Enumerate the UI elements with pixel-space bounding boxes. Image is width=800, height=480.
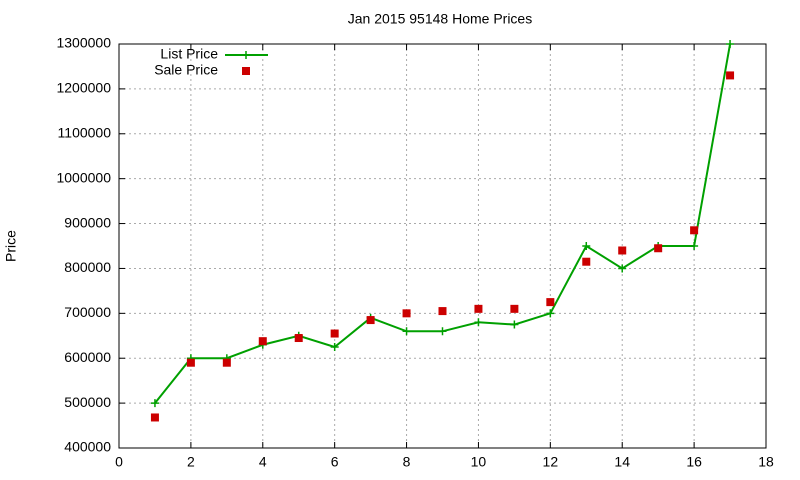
point-marker (690, 226, 699, 235)
point-marker (366, 316, 375, 325)
point-marker (582, 257, 591, 266)
point-marker (402, 309, 411, 318)
legend-label: List Price (160, 46, 218, 62)
y-tick-label: 1000000 (56, 169, 111, 185)
y-tick-label: 500000 (64, 394, 111, 410)
point-marker (330, 329, 339, 338)
point-marker (618, 246, 627, 255)
point-marker (510, 304, 519, 313)
point-marker (186, 358, 195, 367)
point-marker (150, 413, 159, 422)
point-marker (690, 242, 699, 250)
y-tick-label: 1200000 (56, 80, 111, 96)
point-marker (402, 327, 411, 336)
point-marker (546, 309, 555, 318)
point-marker (582, 242, 591, 250)
plot-border (118, 43, 767, 449)
x-tick-label: 6 (331, 454, 339, 470)
y-tick-label: 1100000 (58, 124, 112, 140)
x-tick-label: 10 (471, 454, 487, 470)
y-tick-label: 400000 (64, 439, 111, 455)
legend-swatch (242, 67, 250, 75)
legend-swatch (242, 51, 250, 59)
x-tick-label: 8 (403, 454, 411, 470)
x-tick-label: 18 (758, 454, 774, 470)
x-tick-label: 12 (543, 454, 559, 470)
y-axis-label: Price (3, 230, 19, 262)
point-marker (150, 399, 159, 408)
point-marker (438, 307, 447, 316)
y-tick-label: 700000 (64, 304, 111, 320)
point-marker (438, 327, 447, 336)
point-marker (726, 71, 735, 80)
x-tick-label: 16 (686, 454, 702, 470)
point-marker (294, 334, 303, 343)
point-marker (222, 358, 231, 367)
point-marker (474, 304, 483, 313)
point-marker (258, 337, 267, 346)
x-tick-label: 14 (614, 454, 630, 470)
y-tick-label: 600000 (64, 349, 111, 365)
x-tick-label: 4 (259, 454, 267, 470)
point-marker (654, 244, 663, 253)
y-tick-label: 800000 (64, 259, 111, 275)
legend-label: Sale Price (154, 62, 218, 78)
x-tick-label: 2 (187, 454, 195, 470)
y-tick-label: 900000 (64, 214, 111, 230)
point-marker (618, 264, 627, 273)
point-marker (474, 318, 483, 327)
chart-title: Jan 2015 95148 Home Prices (348, 11, 532, 27)
y-tick-label: 1300000 (56, 35, 111, 51)
point-marker (726, 40, 735, 48)
point-marker (546, 298, 555, 307)
point-marker (510, 320, 519, 329)
x-tick-label: 0 (115, 454, 123, 470)
point-marker (330, 343, 339, 351)
